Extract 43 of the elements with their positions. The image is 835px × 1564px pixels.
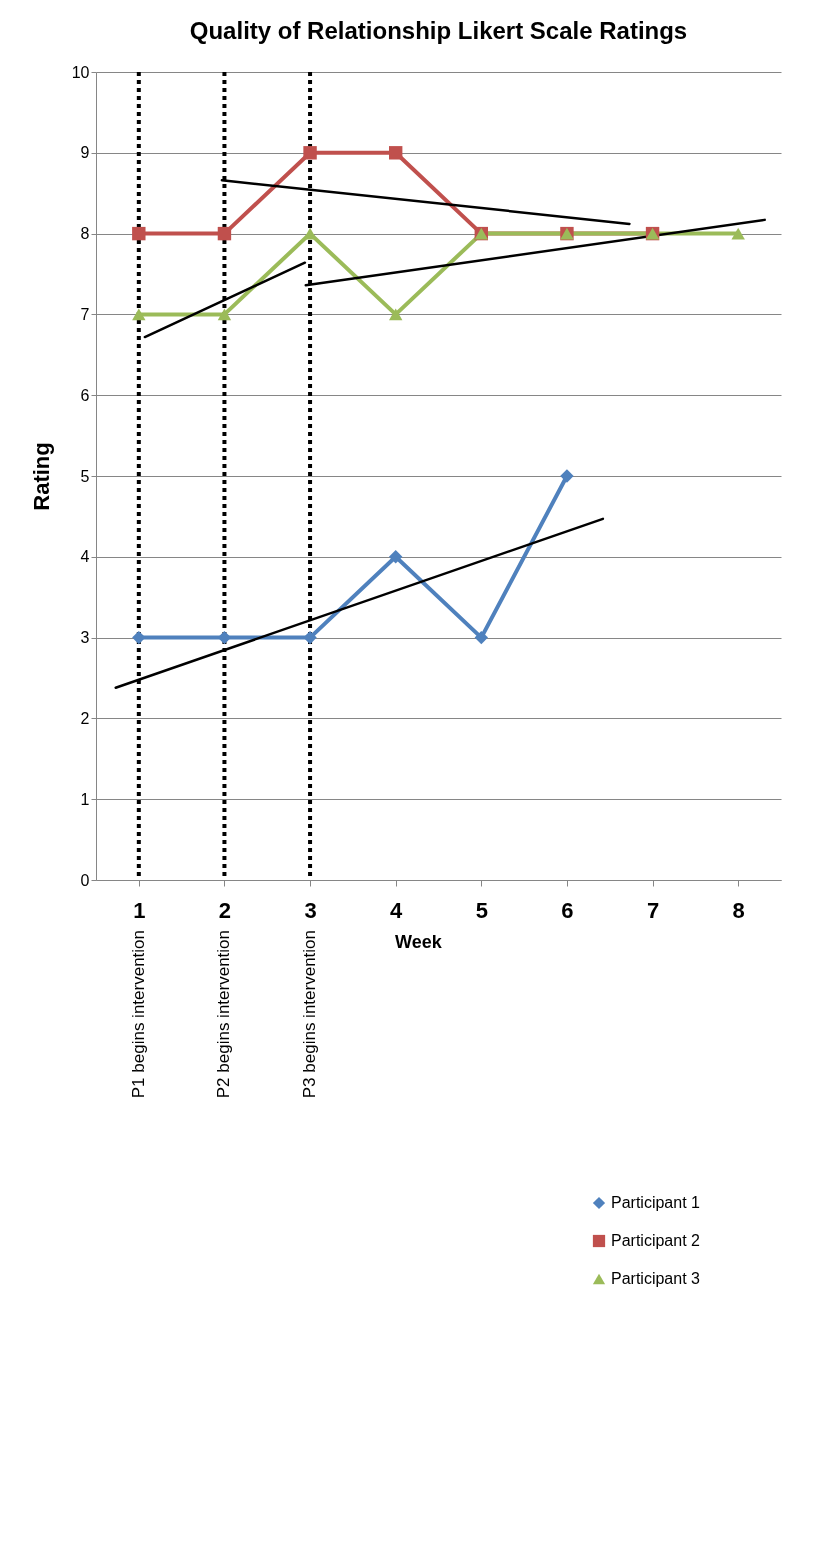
ref-line-label: P3 begins intervention [300, 930, 320, 1099]
point [303, 146, 317, 160]
legend-label: Participant 2 [611, 1232, 701, 1249]
point [217, 308, 232, 321]
x-tick-label: 2 [218, 897, 232, 923]
y-tick-label: 0 [80, 871, 90, 889]
legend-label: Participant 1 [611, 1194, 701, 1211]
ref-line-label: P1 begins intervention [128, 930, 148, 1099]
chart-title: Quality of Relationship Likert Scale Ratings [189, 17, 688, 44]
y-tick-label: 3 [80, 629, 90, 647]
point [132, 308, 146, 321]
x-tick-label: 3 [304, 897, 317, 923]
y-tick-label: 4 [80, 548, 90, 566]
point [388, 146, 403, 160]
y-tick-label: 5 [80, 467, 90, 485]
y-tick-label: 2 [80, 709, 90, 727]
point [731, 227, 745, 240]
x-axis-title: Week [395, 931, 443, 952]
x-tick-label: 1 [133, 897, 146, 923]
point [132, 630, 146, 645]
x-tick-label: 7 [646, 897, 660, 923]
ref-line-label: P2 begins intervention [214, 930, 234, 1099]
point [474, 630, 489, 645]
x-tick-label: 5 [475, 897, 488, 923]
y-tick-label: 7 [80, 305, 90, 323]
y-tick-label: 8 [80, 225, 90, 243]
x-tick-label: 6 [561, 897, 574, 923]
y-tick-label: 6 [80, 386, 90, 404]
legend-label: Participant 3 [611, 1270, 701, 1287]
y-tick-label: 9 [80, 144, 90, 162]
point [303, 227, 317, 240]
y-axis-title: Rating [28, 442, 54, 511]
y-tick-label: 10 [71, 63, 90, 81]
point [303, 630, 317, 645]
y-tick-label: 1 [80, 790, 90, 808]
point [217, 630, 232, 645]
point [388, 308, 403, 321]
point [132, 226, 146, 241]
point [560, 469, 574, 483]
point [388, 550, 403, 564]
x-tick-label: 8 [732, 897, 745, 923]
x-tick-label: 4 [390, 897, 404, 923]
point [217, 226, 232, 241]
